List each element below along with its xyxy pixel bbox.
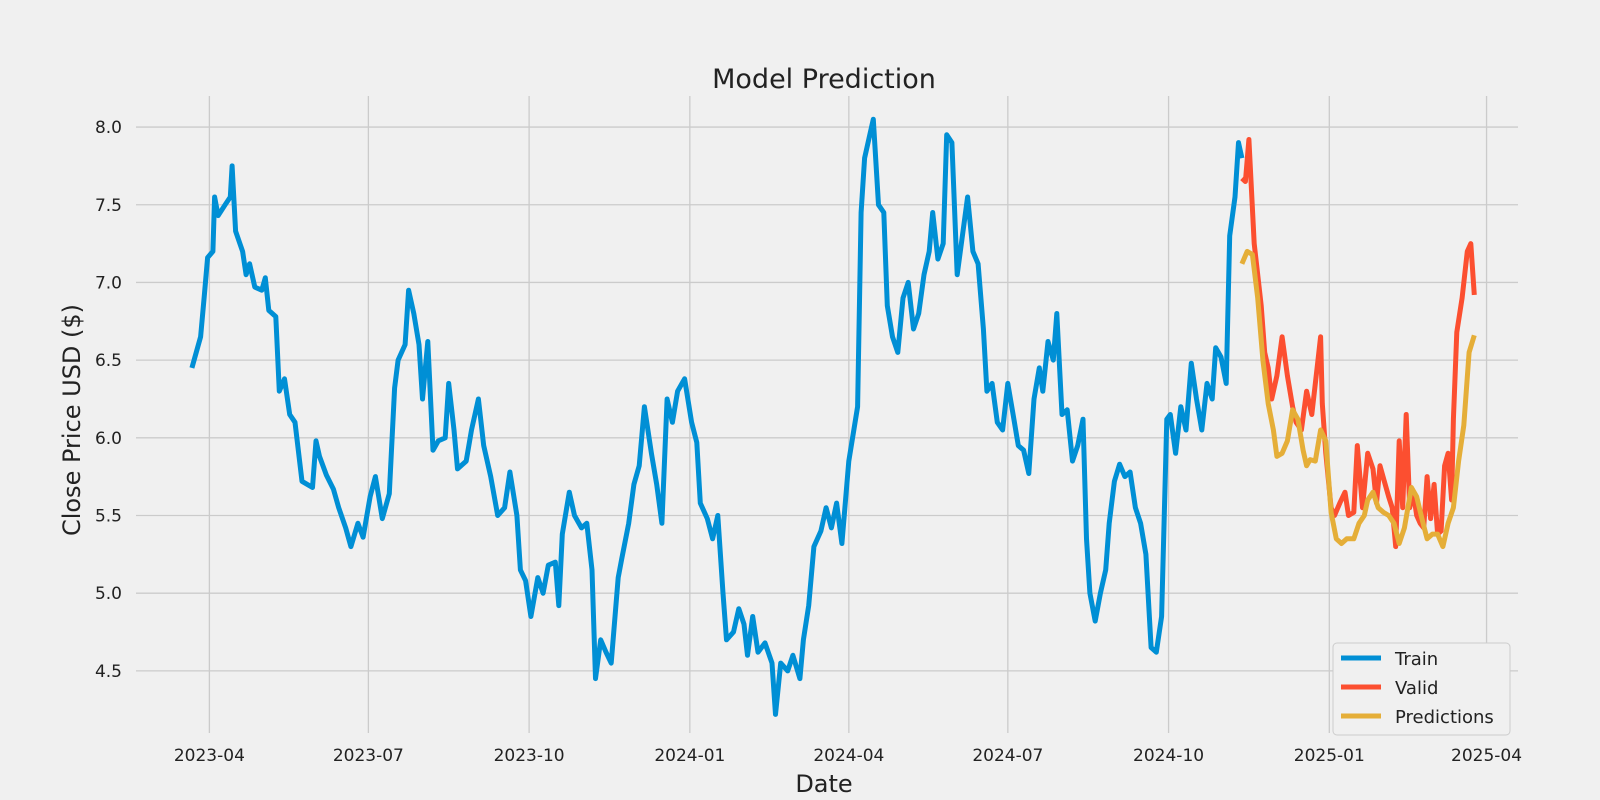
legend-label-predictions: Predictions <box>1395 707 1494 728</box>
x-axis-label: Date <box>795 770 852 798</box>
y-tick-label: 6.0 <box>95 429 122 449</box>
x-tick-label: 2023-07 <box>333 746 404 766</box>
y-tick-label: 5.5 <box>95 506 122 526</box>
y-tick-label: 4.5 <box>95 662 122 682</box>
x-tick-label: 2023-04 <box>174 746 245 766</box>
y-tick-label: 5.0 <box>95 584 122 604</box>
x-tick-label: 2024-10 <box>1133 746 1204 766</box>
x-tick-label: 2023-10 <box>494 746 565 766</box>
y-tick-label: 8.0 <box>95 118 122 138</box>
y-tick-label: 6.5 <box>95 351 122 371</box>
tick-labels: 2023-04 2023-07 2023-10 2024-01 2024-04 2024-… <box>95 118 1522 766</box>
x-tick-label: 2025-01 <box>1294 746 1365 766</box>
legend-label-train: Train <box>1394 649 1438 670</box>
x-tick-label: 2024-01 <box>654 746 725 766</box>
grid <box>136 96 1518 733</box>
legend: Train Valid Predictions <box>1332 642 1511 736</box>
series <box>189 116 1477 717</box>
legend-box <box>1332 642 1511 736</box>
x-tick-label: 2024-07 <box>972 746 1043 766</box>
series-line-predictions <box>1239 248 1477 550</box>
chart-title: Model Prediction <box>712 64 936 95</box>
series-line-train <box>189 116 1245 717</box>
x-tick-label: 2025-04 <box>1451 746 1522 766</box>
y-tick-label: 7.0 <box>95 273 122 293</box>
y-tick-label: 7.5 <box>95 196 122 216</box>
legend-label-valid: Valid <box>1395 678 1438 699</box>
x-tick-label: 2024-04 <box>813 746 884 766</box>
y-axis-label: Close Price USD ($) <box>58 304 86 536</box>
